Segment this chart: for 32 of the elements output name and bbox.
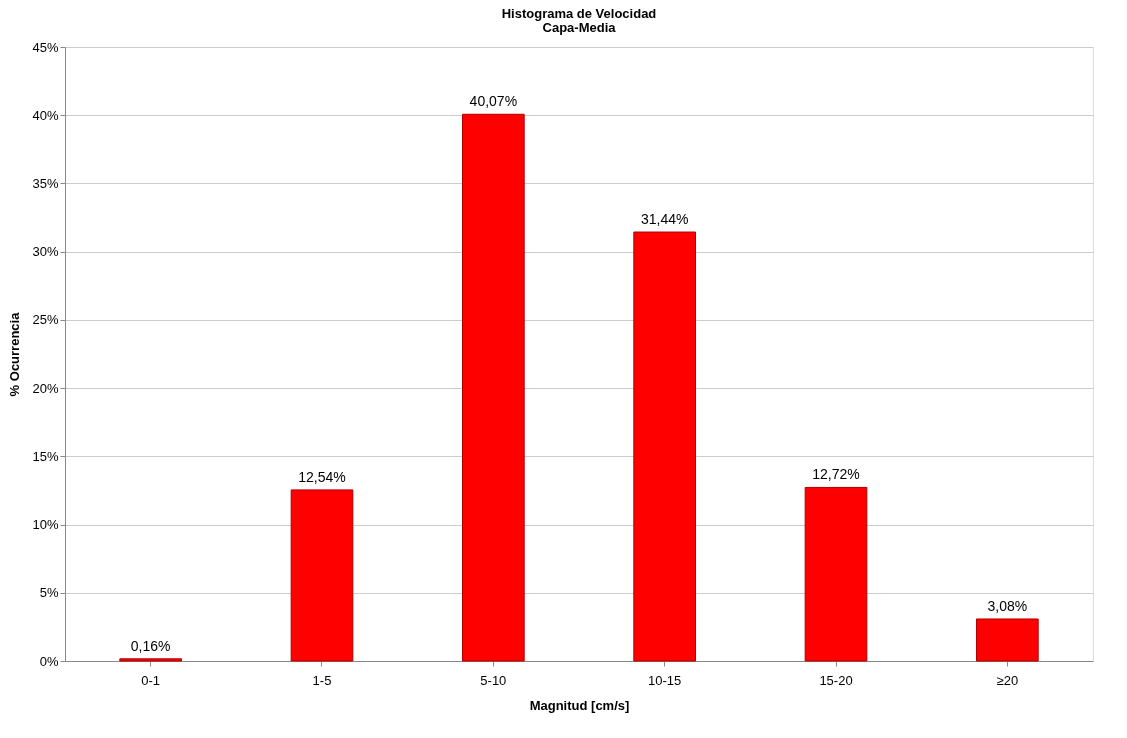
y-tick-label: 0% [39,653,59,669]
y-tick-label: 25% [32,312,59,328]
y-tick-label: 45% [32,39,59,55]
chart-title: Histograma de Velocidad [501,6,657,21]
y-tick-label: 15% [32,448,59,464]
x-tick-label: 0-1 [141,672,161,688]
y-tick-label: 40% [32,107,59,123]
data-label: 3,08% [987,597,1028,614]
bar [633,231,697,662]
x-tick-label: 1-5 [312,672,332,688]
chart-subtitle: Capa-Media [542,20,617,35]
data-label: 12,54% [298,468,346,485]
x-tick-label: 10-15 [648,672,682,688]
y-tick-label: 30% [32,244,59,260]
x-axis-title: Magnitud [cm/s] [529,697,630,713]
y-tick-label: 10% [32,517,59,533]
bar [290,489,354,662]
y-axis-title: % Ocurrencia [7,311,23,397]
data-label: 40,07% [469,93,518,110]
data-label: 31,44% [640,211,689,228]
bar [975,618,1039,662]
data-label: 0,16% [130,637,171,654]
bar [804,486,868,662]
y-tick-label: 35% [32,175,59,191]
y-tick-label: 20% [32,380,59,396]
bar [119,658,183,662]
bar [461,113,525,662]
x-tick-label: 15-20 [819,672,853,688]
y-tick-label: 5% [39,585,59,601]
data-label: 12,72% [812,466,860,483]
x-tick-label: 5-10 [480,672,507,688]
x-tick-label: ≥20 [996,672,1019,688]
